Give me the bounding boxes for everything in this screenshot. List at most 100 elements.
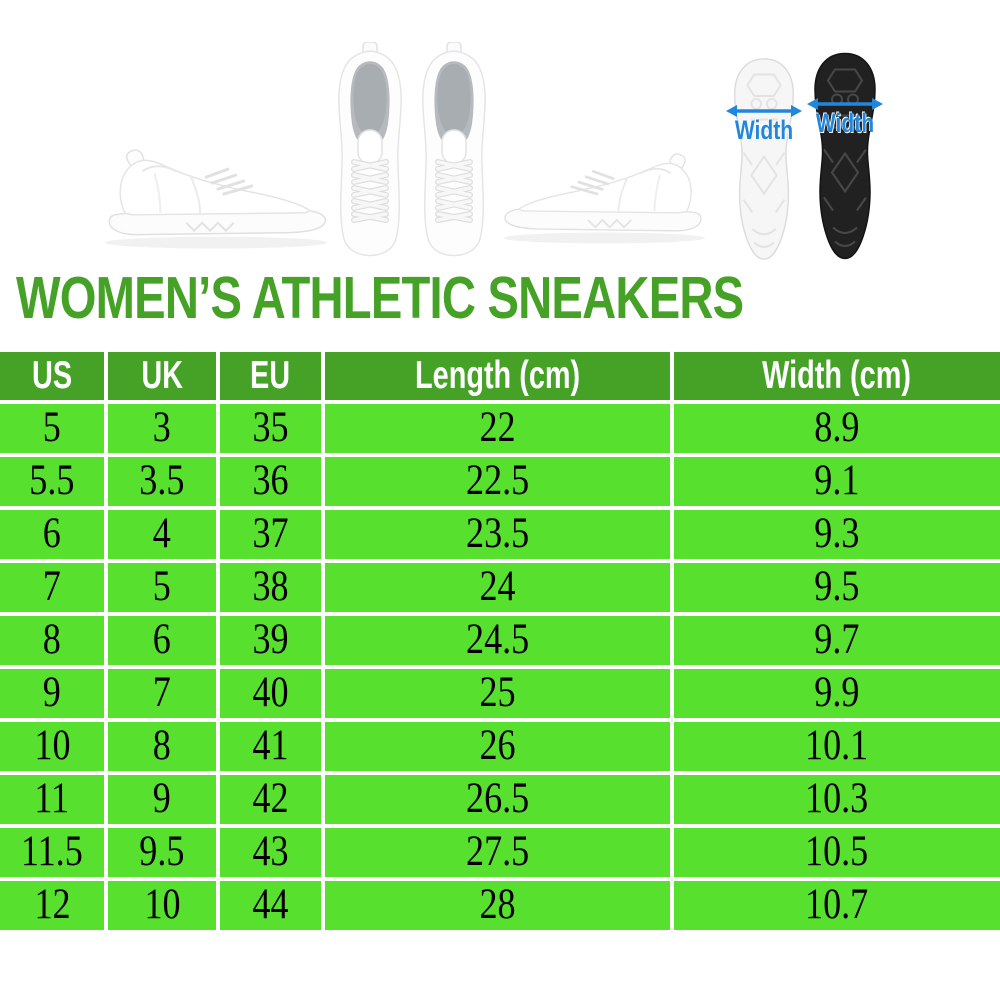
size-cell-row2: 22.5 xyxy=(325,457,670,506)
size-cell-row5: 6 xyxy=(108,616,216,665)
size-cell-row7: 10 xyxy=(0,722,104,771)
size-value: 28 xyxy=(479,881,516,928)
size-value: 9.1 xyxy=(814,457,860,504)
size-value: 5 xyxy=(152,563,172,610)
size-cell-row7: 10.1 xyxy=(674,722,1000,771)
size-value: 24 xyxy=(479,563,516,610)
sneaker-side-view-left-image xyxy=(95,126,333,260)
size-cell-row4: 9.5 xyxy=(674,563,1000,612)
size-cell-row7: 8 xyxy=(108,722,216,771)
size-cell-row9: 43 xyxy=(220,828,321,877)
column-header-label: EU xyxy=(250,354,291,397)
size-value: 24.5 xyxy=(465,616,530,663)
size-value: 6 xyxy=(42,510,62,557)
size-cell-row6: 40 xyxy=(220,669,321,718)
size-cell-row10: 12 xyxy=(0,881,104,930)
size-value: 27.5 xyxy=(465,828,530,875)
size-cell-row2: 36 xyxy=(220,457,321,506)
size-cell-row5: 8 xyxy=(0,616,104,665)
size-value: 9.7 xyxy=(814,616,860,663)
column-header-length: Length (cm) xyxy=(325,352,670,400)
column-header-label: Length (cm) xyxy=(414,354,581,397)
size-cell-row1: 5 xyxy=(0,404,104,453)
size-value: 3 xyxy=(152,404,172,451)
size-cell-row9: 10.5 xyxy=(674,828,1000,877)
size-value: 38 xyxy=(252,563,289,610)
size-value: 9 xyxy=(152,775,172,822)
size-cell-row4: 38 xyxy=(220,563,321,612)
column-header-us: US xyxy=(0,352,104,400)
size-value: 9 xyxy=(42,669,62,716)
size-cell-row5: 39 xyxy=(220,616,321,665)
size-value: 41 xyxy=(252,722,289,769)
sole-black-width-label: Width xyxy=(815,108,875,138)
size-value: 22.5 xyxy=(465,457,530,504)
size-value: 35 xyxy=(252,404,289,451)
size-value: 8.9 xyxy=(814,404,860,451)
size-cell-row4: 24 xyxy=(325,563,670,612)
size-value: 26.5 xyxy=(465,775,530,822)
size-value: 42 xyxy=(252,775,289,822)
sole-white-width-label: Width xyxy=(734,115,794,145)
size-value: 8 xyxy=(42,616,62,663)
size-value: 23.5 xyxy=(465,510,530,557)
size-table: US UK EU Length (cm) Width (cm) 5 3 35 22 8.… xyxy=(0,352,1000,930)
size-value: 10.5 xyxy=(805,828,869,875)
size-value: 9.9 xyxy=(814,669,860,716)
size-value: 7 xyxy=(42,563,62,610)
size-cell-row1: 3 xyxy=(108,404,216,453)
size-cell-row5: 9.7 xyxy=(674,616,1000,665)
size-cell-row3: 9.3 xyxy=(674,510,1000,559)
sneaker-top-view-pair-image xyxy=(330,42,494,270)
size-cell-row2: 3.5 xyxy=(108,457,216,506)
size-cell-row4: 7 xyxy=(0,563,104,612)
column-header-label: Width (cm) xyxy=(762,354,912,397)
size-value: 12 xyxy=(33,881,71,928)
size-value: 7 xyxy=(152,669,172,716)
size-cell-row2: 9.1 xyxy=(674,457,1000,506)
column-header-width: Width (cm) xyxy=(674,352,1000,400)
size-value: 9.5 xyxy=(814,563,860,610)
size-value: 10 xyxy=(143,881,181,928)
size-cell-row9: 11.5 xyxy=(0,828,104,877)
size-cell-row6: 7 xyxy=(108,669,216,718)
size-cell-row9: 9.5 xyxy=(108,828,216,877)
size-value: 26 xyxy=(479,722,516,769)
sole-white-image: Width xyxy=(724,55,804,265)
page-title: WOMEN’S ATHLETIC SNEAKERS xyxy=(16,265,744,331)
size-cell-row1: 22 xyxy=(325,404,670,453)
sole-white-outline xyxy=(724,55,804,265)
size-value: 43 xyxy=(252,828,289,875)
size-value: 10.7 xyxy=(805,881,869,928)
size-value: 6 xyxy=(152,616,172,663)
size-cell-row3: 4 xyxy=(108,510,216,559)
size-value: 10.1 xyxy=(805,722,869,769)
size-value: 4 xyxy=(152,510,172,557)
column-header-eu: EU xyxy=(220,352,321,400)
size-value: 5 xyxy=(42,404,62,451)
size-value: 37 xyxy=(252,510,289,557)
size-value: 22 xyxy=(479,404,516,451)
size-cell-row10: 44 xyxy=(220,881,321,930)
size-cell-row3: 37 xyxy=(220,510,321,559)
size-cell-row8: 10.3 xyxy=(674,775,1000,824)
size-cell-row10: 28 xyxy=(325,881,670,930)
size-cell-row9: 27.5 xyxy=(325,828,670,877)
column-header-label: US xyxy=(31,354,73,397)
sneaker-side-view-right-image xyxy=(498,126,714,260)
size-cell-row6: 9.9 xyxy=(674,669,1000,718)
size-value: 5.5 xyxy=(29,457,75,504)
size-cell-row5: 24.5 xyxy=(325,616,670,665)
size-value: 10 xyxy=(33,722,71,769)
size-value: 8 xyxy=(152,722,172,769)
size-cell-row10: 10 xyxy=(108,881,216,930)
size-cell-row10: 10.7 xyxy=(674,881,1000,930)
size-value: 9.5 xyxy=(139,828,185,875)
size-cell-row6: 9 xyxy=(0,669,104,718)
product-images: Width Width xyxy=(0,0,1000,270)
size-cell-row3: 23.5 xyxy=(325,510,670,559)
size-cell-row6: 25 xyxy=(325,669,670,718)
size-value: 25 xyxy=(479,669,516,716)
size-cell-row8: 9 xyxy=(108,775,216,824)
